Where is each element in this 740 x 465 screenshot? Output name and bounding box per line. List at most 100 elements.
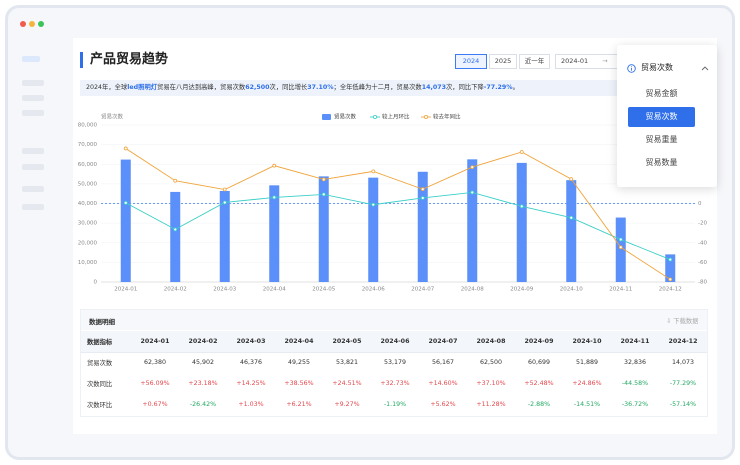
y2-tick-label: -40 — [698, 240, 707, 246]
dropdown-option[interactable]: 贸易金额 — [645, 89, 678, 98]
header-cell: 2024-05 — [323, 331, 371, 353]
x-tick-label: 2024-11 — [609, 287, 632, 293]
chevron — [701, 66, 709, 71]
date-range[interactable]: 2024-01 → — [555, 54, 625, 69]
row-label: 次数环比 — [87, 402, 113, 409]
table-cell: +38.56% — [284, 380, 314, 387]
tab[interactable]: 近一年 — [519, 54, 550, 69]
dropdown-option[interactable]: 贸易数量 — [645, 158, 678, 167]
y-tick-label: 70,000 — [78, 142, 98, 148]
x-tick-label: 2024-09 — [510, 287, 533, 293]
header-cell: 2024-02 — [179, 331, 227, 353]
bar — [368, 177, 379, 282]
sidebar-item[interactable] — [22, 110, 44, 116]
summary-text: 62,500 — [245, 84, 270, 91]
table-cell: 62,380 — [143, 359, 167, 367]
sidebar-item[interactable] — [22, 204, 44, 210]
header-cell: 2024-10 — [563, 331, 611, 353]
table-cell: +6.21% — [286, 401, 312, 408]
bar — [417, 171, 428, 282]
tab[interactable]: 2024 — [455, 54, 487, 69]
line-point — [222, 187, 227, 192]
table-cell: -36.72% — [621, 401, 649, 408]
x-tick-label: 2024-01 — [114, 287, 137, 293]
header-cell: 2024-07 — [419, 331, 467, 353]
summary-text: -77.29% — [483, 84, 513, 91]
summary-text: 贸易在八月达到高峰，贸易次数 — [157, 84, 246, 91]
table-cell: +1.03% — [238, 401, 264, 408]
y-tick-label: 20,000 — [78, 240, 98, 246]
bar — [318, 176, 329, 282]
table-panel: 数据明细 ⇩ 下载数据 数据指标 2024-01 2024-02 2024-03 202… — [80, 309, 708, 417]
y2-tick-label: -60 — [698, 260, 707, 266]
table-cell: 62,500 — [479, 359, 503, 367]
header-cell: 2024-08 — [467, 331, 515, 353]
table-cell: 45,902 — [191, 359, 215, 367]
table-header-bar — [81, 310, 707, 330]
table-cell: +5.62% — [430, 401, 456, 408]
table-cell: 32,836 — [623, 359, 647, 367]
dropdown-option[interactable]: 贸易重量 — [645, 135, 678, 144]
metric-dropdown[interactable]: 贸易次数 贸易金额 贸易次数 贸易重量 贸易数量 — [617, 45, 717, 187]
sidebar-item[interactable] — [22, 56, 40, 62]
legend-label: 贸易次数 — [334, 113, 357, 121]
bar — [170, 191, 181, 282]
table-cell: 53,179 — [383, 359, 407, 367]
y2-tick-label: -80 — [698, 280, 707, 286]
y-tick-label: 50,000 — [78, 181, 98, 187]
bar — [665, 254, 676, 282]
header-cell: 2024-11 — [611, 331, 659, 353]
sidebar-item[interactable] — [22, 186, 44, 192]
table-cell: -14.51% — [573, 401, 601, 408]
row-label: 贸易次数 — [87, 360, 113, 368]
line-point — [668, 257, 673, 262]
table-cell: 56,167 — [431, 359, 455, 367]
line — [125, 191, 671, 260]
table-cell: 14,073 — [671, 359, 695, 367]
y-tick-label: 30,000 — [78, 221, 98, 227]
header-cell: 2024-12 — [659, 331, 707, 353]
table-cell: -26.42% — [189, 401, 217, 408]
y-tick-label: 0 — [94, 280, 98, 286]
download-button[interactable]: ⇩ 下载数据 — [666, 318, 699, 325]
header-cell: 2024-01 — [131, 331, 179, 353]
summary-text: 。 — [512, 84, 519, 91]
line-point — [420, 196, 425, 200]
summary-text: 37.10% — [307, 84, 334, 91]
sidebar-item[interactable] — [22, 164, 44, 170]
sidebar-item[interactable] — [22, 80, 44, 86]
summary-text: led照明灯 — [127, 84, 158, 91]
bar — [566, 180, 577, 282]
line-point — [173, 227, 178, 232]
sidebar-item[interactable] — [22, 148, 44, 154]
line-point — [470, 190, 475, 195]
x-tick-label: 2024-02 — [164, 287, 187, 293]
x-tick-label: 2024-12 — [659, 287, 682, 293]
data-table: 数据指标 2024-01 2024-02 2024-03 2024-04 2024-05 2… — [81, 331, 707, 415]
line-point — [569, 177, 574, 182]
sidebar-item[interactable] — [22, 95, 44, 101]
table-cell: 49,255 — [287, 359, 311, 367]
line-point — [123, 146, 128, 151]
tab[interactable]: 2025 — [489, 54, 517, 69]
y-tick-label: 40,000 — [78, 201, 98, 207]
summary-text: 2024年，全球 — [86, 84, 128, 91]
table-row: 贸易次数 62,380 45,902 46,376 49,255 53,821 53,179… — [81, 352, 707, 373]
line-point — [519, 204, 524, 209]
table-row: 次数环比 +0.67% -26.42% +1.03% +6.21% +9.27% -1.19… — [81, 394, 707, 415]
header-cell: 2024-06 — [371, 331, 419, 353]
header-cell: 2024-04 — [275, 331, 323, 353]
line-point — [618, 245, 623, 250]
dropdown-option[interactable]: 贸易次数 — [628, 107, 695, 127]
download-label: 下载数据 — [673, 318, 699, 325]
y2-tick-label: -20 — [698, 221, 707, 227]
window-dot — [29, 21, 35, 27]
legend-swatch — [372, 115, 377, 120]
line-point — [618, 237, 623, 242]
line-point — [321, 177, 326, 182]
table-cell: +52.48% — [524, 380, 554, 387]
header-cell: 数据指标 — [81, 331, 131, 353]
x-tick-label: 2024-04 — [263, 287, 286, 293]
